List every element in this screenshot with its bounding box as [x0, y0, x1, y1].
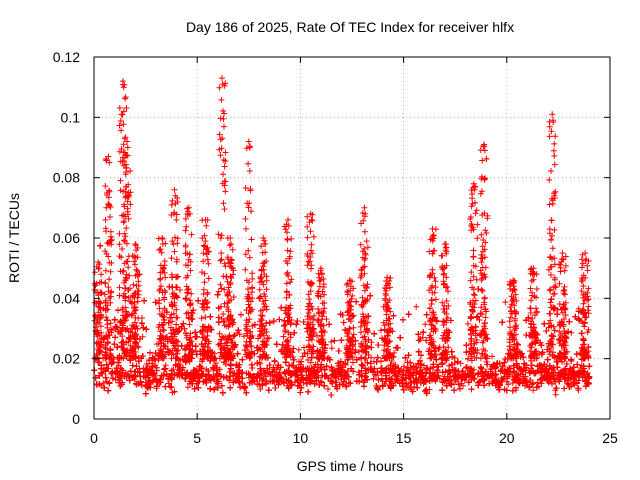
roti-point — [413, 303, 420, 310]
roti-point — [216, 366, 223, 373]
roti-point — [467, 277, 474, 284]
roti-point — [556, 328, 563, 335]
roti-point — [411, 383, 418, 390]
roti-point — [502, 299, 509, 306]
roti-point — [143, 361, 150, 367]
roti-point — [121, 237, 127, 244]
roti-point — [184, 384, 191, 391]
roti-point — [173, 306, 180, 313]
roti-point — [468, 357, 475, 364]
roti-point — [422, 321, 429, 328]
roti-point — [509, 380, 516, 386]
roti-point — [388, 358, 395, 364]
roti-point — [374, 368, 381, 375]
roti-point — [166, 380, 173, 387]
grid-lines — [94, 57, 610, 419]
roti-point — [198, 315, 205, 322]
roti-point — [464, 320, 471, 327]
roti-point — [213, 360, 220, 367]
roti-point — [483, 358, 490, 365]
roti-point — [568, 329, 575, 336]
roti-point — [368, 354, 375, 361]
roti-point — [489, 353, 496, 360]
roti-point — [99, 370, 106, 377]
roti-point — [461, 377, 468, 384]
roti-point — [295, 346, 302, 353]
roti-point — [328, 345, 335, 352]
roti-point — [328, 338, 335, 345]
roti-point — [357, 329, 364, 336]
roti-point — [241, 333, 247, 340]
roti-point — [350, 331, 357, 338]
data-points — [91, 75, 593, 398]
roti-point — [243, 225, 249, 232]
roti-point — [325, 386, 331, 392]
roti-point — [505, 381, 512, 388]
roti-point — [257, 386, 264, 393]
roti-point — [507, 314, 514, 321]
roti-point — [100, 380, 107, 387]
roti-point — [530, 387, 537, 394]
roti-point — [470, 273, 477, 280]
